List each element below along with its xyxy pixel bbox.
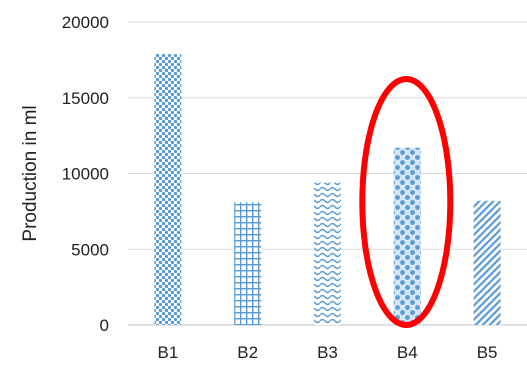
- y-axis-ticks: 0 5000 10000 15000 20000: [62, 13, 109, 335]
- y-tick-label: 15000: [62, 89, 109, 108]
- highlight-ellipse: [359, 76, 454, 328]
- x-tick-label: B1: [158, 343, 179, 362]
- y-axis-title: Production in ml: [20, 105, 41, 241]
- x-tick-label: B3: [317, 343, 338, 362]
- gridlines: [128, 21, 527, 326]
- y-tick-label: 5000: [71, 240, 109, 259]
- y-tick-label: 0: [100, 316, 109, 335]
- bars: [154, 53, 501, 325]
- x-tick-label: B5: [477, 343, 498, 362]
- bar-b3: [314, 182, 341, 325]
- x-tick-label: B2: [237, 343, 258, 362]
- x-axis-ticks: B1 B2 B3 B4 B5: [158, 343, 498, 362]
- bar-b1: [154, 53, 182, 325]
- highlight-annotation: [359, 76, 454, 328]
- bar-b2: [234, 202, 262, 325]
- y-tick-label: 10000: [62, 165, 109, 184]
- y-tick-label: 20000: [62, 13, 109, 32]
- x-tick-label: B4: [397, 343, 418, 362]
- bar-b5: [473, 200, 501, 325]
- bar-b4: [393, 147, 421, 325]
